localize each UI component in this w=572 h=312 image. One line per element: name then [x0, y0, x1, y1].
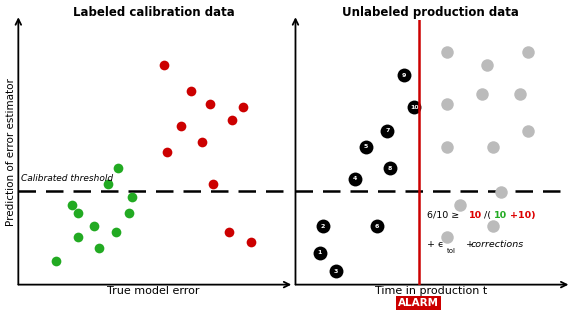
- Text: 6: 6: [375, 224, 379, 229]
- Text: 10: 10: [410, 105, 419, 110]
- Text: 1: 1: [317, 250, 322, 255]
- Text: Calibrated threshold: Calibrated threshold: [21, 174, 113, 183]
- Text: +: +: [463, 240, 477, 249]
- Text: 10: 10: [468, 211, 482, 220]
- Text: 5: 5: [364, 144, 368, 149]
- Text: /(: /(: [484, 211, 491, 220]
- Text: ALARM: ALARM: [398, 298, 439, 308]
- Y-axis label: Prediction of error estimator: Prediction of error estimator: [6, 78, 15, 226]
- Text: 6/10 ≥: 6/10 ≥: [427, 211, 462, 220]
- Title: Unlabeled production data: Unlabeled production data: [342, 6, 519, 18]
- X-axis label: True model error: True model error: [108, 286, 200, 296]
- Title: Labeled calibration data: Labeled calibration data: [73, 6, 235, 18]
- Text: 10: 10: [494, 211, 507, 220]
- Text: 7: 7: [385, 129, 390, 134]
- Text: 2: 2: [320, 224, 325, 229]
- Text: + ϵ: + ϵ: [427, 240, 443, 249]
- Text: 8: 8: [388, 166, 392, 171]
- Text: corrections: corrections: [470, 240, 524, 249]
- Text: +10): +10): [510, 211, 535, 220]
- Text: 3: 3: [334, 269, 338, 274]
- Text: 9: 9: [402, 73, 406, 78]
- Text: tol: tol: [446, 248, 455, 254]
- Text: 4: 4: [353, 176, 357, 181]
- X-axis label: Time in production t: Time in production t: [375, 286, 487, 296]
